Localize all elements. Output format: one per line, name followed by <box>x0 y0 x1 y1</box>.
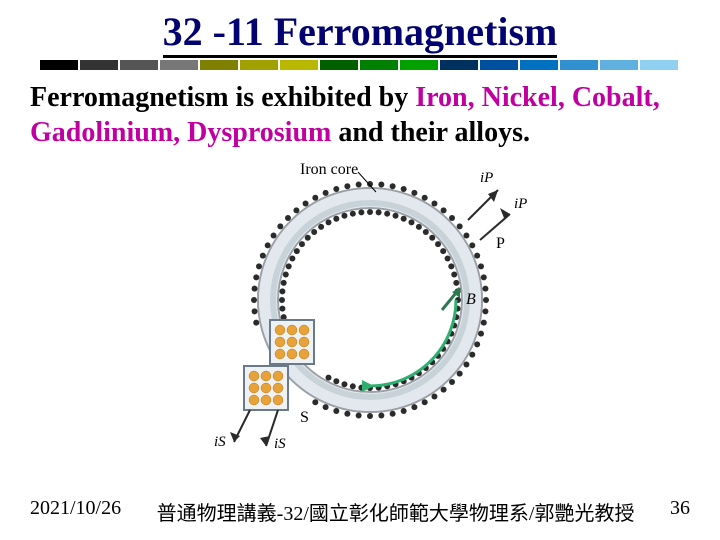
rowland-ring-diagram: B SiS iS iP iP P Iron core <box>180 150 540 450</box>
body-line1: Ferromagnetism is exhibited by <box>30 82 415 113</box>
slide-footer: 2021/10/26 普通物理講義-32/國立彰化師範大學物理系/郭艷光教授 3… <box>0 497 720 526</box>
body-line2: and their alloys. <box>331 117 530 148</box>
svg-text:iP: iP <box>480 170 493 186</box>
svg-text:B: B <box>466 291 476 308</box>
svg-text:S: S <box>300 409 309 426</box>
svg-text:iS: iS <box>274 436 286 450</box>
svg-text:Iron core: Iron core <box>300 161 358 178</box>
svg-text:P: P <box>496 235 505 252</box>
slide-title: 32 -11 Ferromagnetism <box>163 8 558 58</box>
footer-page: 36 <box>670 497 690 526</box>
accent-bar <box>40 60 680 70</box>
svg-text:iP: iP <box>514 196 527 212</box>
footer-center: 普通物理講義-32/國立彰化師範大學物理系/郭艷光教授 <box>157 497 635 526</box>
svg-text:iS: iS <box>214 434 226 450</box>
footer-date: 2021/10/26 <box>30 497 121 526</box>
body-text: Ferromagnetism is exhibited by Iron, Nic… <box>0 70 720 150</box>
